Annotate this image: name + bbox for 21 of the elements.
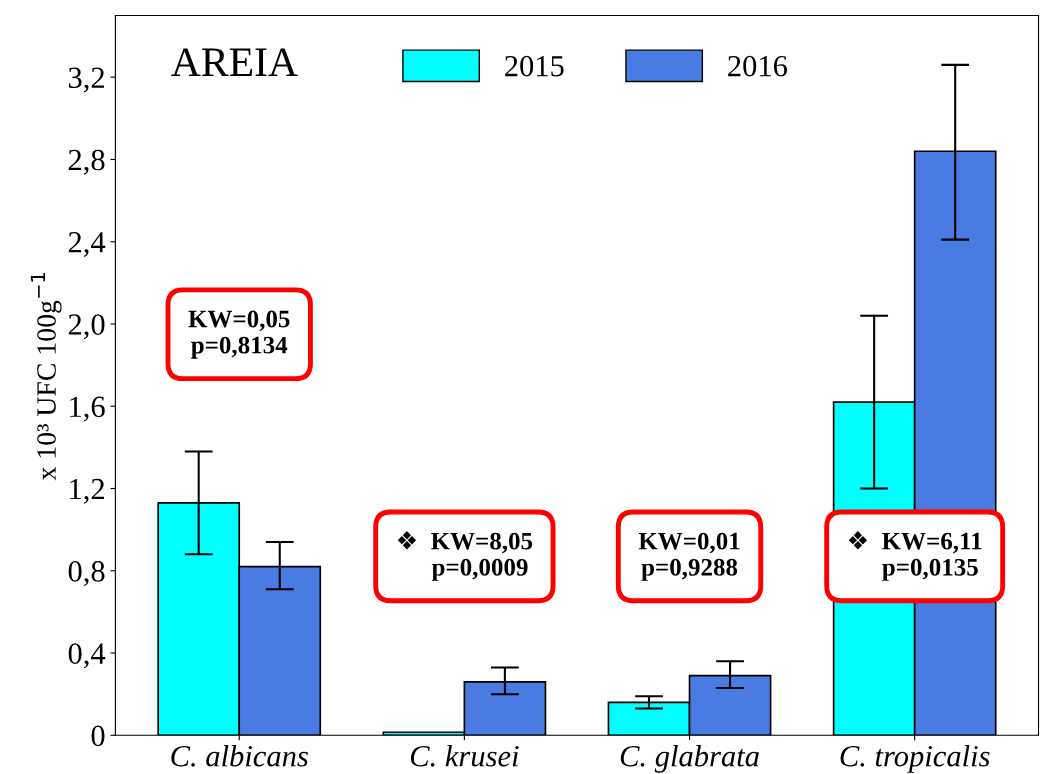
legend-label: 2015 <box>505 55 564 77</box>
y-tick-label: 2,8 <box>68 149 105 175</box>
y-tick-label: 0 <box>91 725 105 747</box>
annotation: KW=0,01 p=0,9288 <box>638 532 740 581</box>
x-tick-label: C. tropicalis <box>840 745 990 773</box>
annotation: ❖ KW=8,05 p=0,0009 <box>397 531 533 581</box>
y-axis-title: x 10³ UFC 100g$^{−1}$ <box>30 272 62 481</box>
annotation: ❖ KW=6,11 p=0,0135 <box>848 531 982 581</box>
y-tick-label: 1,6 <box>70 396 105 422</box>
y-tick-label: 3,2 <box>68 67 104 93</box>
y-tick-label: 0,8 <box>68 561 105 587</box>
x-tick-label: C. krusei <box>410 745 519 767</box>
annotation: KW=0,05 p=0,8134 <box>188 310 290 359</box>
y-tick-label: 1,2 <box>70 478 104 504</box>
text: AREIA <box>171 48 298 76</box>
x-tick-label: C. glabrata <box>620 745 759 773</box>
x-tick-label: C. albicans <box>171 745 308 767</box>
y-tick-label: 0,4 <box>68 643 106 669</box>
y-tick-label: 2,0 <box>68 314 105 340</box>
legend-label: 2016 <box>728 55 787 77</box>
y-tick-label: 2,4 <box>68 232 106 258</box>
